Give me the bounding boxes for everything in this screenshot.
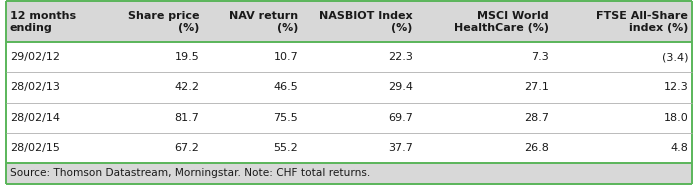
Text: NAV return
(%): NAV return (%) xyxy=(229,11,298,33)
Text: NASBIOT Index
(%): NASBIOT Index (%) xyxy=(319,11,413,33)
Text: 18.0: 18.0 xyxy=(664,112,688,122)
Text: 37.7: 37.7 xyxy=(388,143,413,153)
Text: 10.7: 10.7 xyxy=(274,53,298,63)
Text: 12 months
ending: 12 months ending xyxy=(10,11,76,33)
Bar xyxy=(6,42,692,73)
Text: 4.8: 4.8 xyxy=(670,143,688,153)
Text: 22.3: 22.3 xyxy=(388,53,413,63)
Bar xyxy=(6,1,692,42)
Bar xyxy=(6,163,692,184)
Text: 29.4: 29.4 xyxy=(388,83,413,92)
Text: 75.5: 75.5 xyxy=(274,112,298,122)
Text: 19.5: 19.5 xyxy=(174,53,199,63)
Text: 55.2: 55.2 xyxy=(274,143,298,153)
Text: 28/02/14: 28/02/14 xyxy=(10,112,60,122)
Text: 26.8: 26.8 xyxy=(524,143,549,153)
Text: FTSE All-Share
index (%): FTSE All-Share index (%) xyxy=(596,11,688,33)
Text: 69.7: 69.7 xyxy=(388,112,413,122)
Text: 67.2: 67.2 xyxy=(174,143,199,153)
Text: 7.3: 7.3 xyxy=(531,53,549,63)
Text: 28/02/15: 28/02/15 xyxy=(10,143,59,153)
Text: 28/02/13: 28/02/13 xyxy=(10,83,59,92)
Text: Source: Thomson Datastream, Morningstar. Note: CHF total returns.: Source: Thomson Datastream, Morningstar.… xyxy=(10,168,370,178)
Bar xyxy=(6,102,692,132)
Text: 46.5: 46.5 xyxy=(274,83,298,92)
Text: 42.2: 42.2 xyxy=(174,83,199,92)
Text: (3.4): (3.4) xyxy=(662,53,688,63)
Text: 28.7: 28.7 xyxy=(524,112,549,122)
Text: Share price
(%): Share price (%) xyxy=(128,11,199,33)
Text: MSCI World
HealthCare (%): MSCI World HealthCare (%) xyxy=(454,11,549,33)
Text: 12.3: 12.3 xyxy=(664,83,688,92)
Bar xyxy=(6,132,692,163)
Text: 27.1: 27.1 xyxy=(524,83,549,92)
Text: 29/02/12: 29/02/12 xyxy=(10,53,60,63)
Bar xyxy=(6,73,692,102)
Text: 81.7: 81.7 xyxy=(174,112,199,122)
